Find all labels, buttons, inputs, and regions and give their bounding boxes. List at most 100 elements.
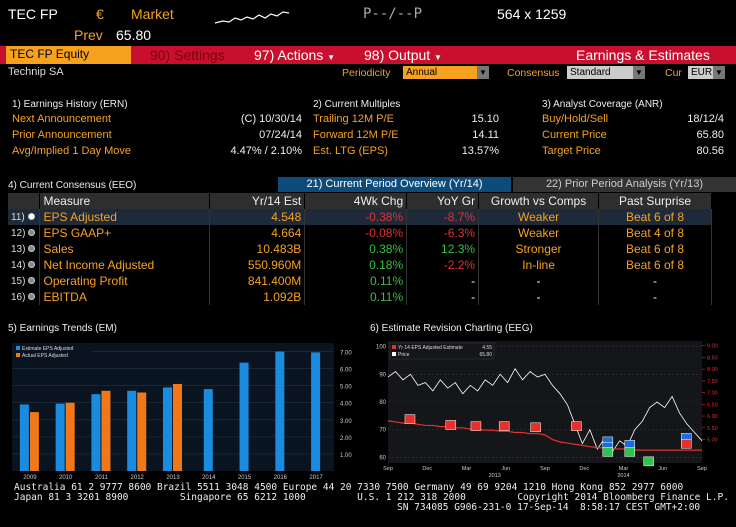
earnings-trends-chart: 1.00 2.00 3.00 4.00 5.00 6.00 7.00 2009 2010 2011… — [12, 343, 352, 481]
row-label: Buy/Hold/Sell — [542, 113, 609, 125]
earnings-trends-title[interactable]: 5) Earnings Trends (EM) — [8, 323, 117, 334]
legend-swatch — [16, 353, 20, 357]
row-label: Est. LTG (EPS) — [313, 145, 388, 157]
cell-measure: Net Income Adjusted — [39, 257, 211, 273]
table-row[interactable]: 13) Sales 10.483B 0.38% 12.3% Stronger Beat 6 … — [8, 241, 712, 257]
security-field[interactable]: TEC FP Equity — [6, 46, 131, 64]
table-row[interactable]: 11) EPS Adjusted 4.548 -0.38% -8.7% Weaker Bea… — [8, 209, 712, 225]
table-row[interactable]: 12) EPS GAAP+ 4.664 -0.08% -6.3% Weaker Beat 4… — [8, 225, 712, 241]
current-multiples-title[interactable]: 2) Current Multiples — [313, 99, 401, 110]
y-tick-label-right: 8.00 — [707, 367, 718, 373]
revision-marker — [404, 414, 416, 424]
table-row[interactable]: 16) EBITDA 1.092B 0.11% - - - — [8, 289, 712, 305]
row-value: 15.10 — [471, 113, 499, 125]
output-label: 98) Output — [364, 47, 431, 63]
cell-surprise: - — [598, 273, 712, 289]
legend-value: 65.80 — [479, 352, 492, 358]
y-tick-label-left: 90 — [379, 372, 386, 378]
chevron-down-icon: ▼ — [477, 66, 489, 79]
y-tick-label-left: 80 — [379, 400, 386, 406]
legend-swatch — [392, 345, 396, 349]
sparkline-icon — [214, 11, 290, 24]
table-row[interactable]: 15) Operating Profit 841.400M 0.11% - - - — [8, 273, 712, 289]
list-item: Buy/Hold/Sell 18/12/4 — [542, 113, 724, 129]
revision-marker — [445, 420, 457, 430]
estimate-revision-chart: 60 70 80 90 100 5.00 5.50 6.00 6.50 7.00 7.50 8.00 8… — [376, 341, 718, 479]
cell-measure: Sales — [39, 241, 211, 257]
cell-est: 1.092B — [209, 289, 306, 305]
bid-ask-size: 564 x 1259 — [497, 6, 567, 22]
y-tick-label-right: 8.50 — [707, 355, 718, 361]
consensus-select[interactable]: Standard ▼ — [567, 66, 645, 79]
currency-symbol: € — [96, 6, 104, 22]
y-tick-label-right: 5.00 — [707, 438, 718, 444]
radio-icon[interactable] — [28, 292, 36, 300]
radio-icon[interactable] — [28, 244, 36, 252]
radio-icon[interactable] — [28, 228, 36, 236]
actions-menu[interactable]: 97) Actions ▼ — [254, 46, 335, 64]
settings-menu[interactable]: 90) Settings — [150, 47, 225, 63]
output-menu[interactable]: 98) Output ▼ — [364, 46, 442, 64]
y-tick-label: 4.00 — [340, 402, 352, 408]
x-tick-label: 2015 — [238, 475, 252, 481]
radio-selected-icon[interactable] — [27, 212, 35, 220]
tab-prior-period[interactable]: 22) Prior Period Analysis (Yr/13) — [513, 177, 736, 192]
column-header[interactable]: 4Wk Chg — [304, 193, 408, 209]
revision-marker — [498, 421, 510, 431]
x-year-label: 2014 — [617, 473, 629, 479]
row-label: Avg/Implied 1 Day Move — [12, 145, 132, 157]
cell-measure: EPS Adjusted — [39, 209, 211, 225]
x-tick-label: Dec — [422, 466, 432, 472]
radio-icon[interactable] — [28, 276, 36, 284]
estimate-revision-title[interactable]: 6) Estimate Revision Charting (EEG) — [370, 323, 533, 334]
column-header[interactable]: Past Surprise — [598, 193, 712, 209]
toolbar — [0, 46, 736, 64]
bar-estimate — [55, 403, 65, 471]
currency-select[interactable]: EUR ▼ — [688, 66, 725, 79]
table-row[interactable]: 14) Net Income Adjusted 550.960M 0.18% -2.2%… — [8, 257, 712, 273]
legend-label: Estimate EPS Adjusted — [22, 346, 74, 352]
column-header[interactable]: YoY Gr — [406, 193, 480, 209]
column-header[interactable]: Growth vs Comps — [478, 193, 600, 209]
bar-estimate — [275, 351, 285, 471]
x-tick-label: 2013 — [166, 475, 180, 481]
row-number: 15) — [8, 273, 41, 289]
row-index: 13) — [11, 243, 26, 255]
earnings-history-panel: Next Announcement (C) 10/30/14 Prior Anno… — [12, 113, 302, 161]
row-value: (C) 10/30/14 — [240, 113, 302, 125]
radio-icon[interactable] — [28, 260, 36, 268]
analyst-coverage-panel: Buy/Hold/Sell 18/12/4 Current Price 65.80 … — [542, 113, 724, 161]
periodicity-select[interactable]: Annual ▼ — [403, 66, 489, 79]
y-tick-label-right: 6.50 — [707, 402, 718, 408]
cell-est: 10.483B — [209, 241, 306, 257]
legend-value: 4.55 — [482, 345, 492, 351]
x-tick-label: 2009 — [23, 475, 37, 481]
bar-estimate — [162, 387, 172, 471]
earnings-history-title[interactable]: 1) Earnings History (ERN) — [12, 99, 128, 110]
y-tick-label-right: 9.00 — [707, 344, 718, 350]
cell-est: 4.548 — [209, 209, 306, 225]
x-tick-label: 2016 — [274, 475, 288, 481]
list-item: Avg/Implied 1 Day Move 4.47% / 2.10% — [12, 145, 302, 161]
row-label: Target Price — [542, 145, 601, 157]
row-index: 15) — [11, 275, 26, 287]
row-number: 14) — [8, 257, 41, 273]
chevron-down-icon: ▼ — [434, 53, 442, 62]
actions-label: 97) Actions — [254, 47, 324, 63]
y-tick-label-left: 70 — [379, 428, 386, 434]
column-header[interactable]: Yr/14 Est — [209, 193, 306, 209]
legend-box — [389, 342, 495, 360]
analyst-coverage-title[interactable]: 3) Analyst Coverage (ANR) — [542, 99, 663, 110]
cell-yoy: -6.3% — [406, 225, 480, 241]
footer-contacts-line2: Japan 81 3 3201 8900 Singapore 65 6212 1… — [14, 492, 729, 503]
row-label: Forward 12M P/E — [313, 129, 399, 141]
list-item: Trailing 12M P/E 15.10 — [313, 113, 499, 129]
legend-swatch — [16, 346, 20, 350]
column-header[interactable]: Measure — [39, 193, 211, 209]
function-title: Earnings & Estimates — [576, 47, 710, 63]
last-price-placeholder: P--/--P — [363, 6, 423, 22]
cell-measure: EBITDA — [39, 289, 211, 305]
row-label: Trailing 12M P/E — [313, 113, 394, 125]
tab-current-period[interactable]: 21) Current Period Overview (Yr/14) — [278, 177, 511, 192]
column-header — [8, 193, 41, 209]
